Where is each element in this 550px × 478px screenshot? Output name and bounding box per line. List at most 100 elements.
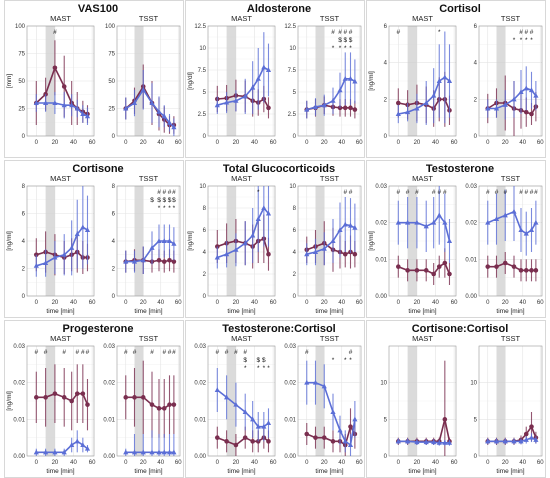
y-tick-label: 0.01 <box>103 417 115 423</box>
data-point <box>214 254 220 260</box>
significance-marker: # <box>396 29 400 36</box>
y-tick-label: 2.5 <box>198 112 207 118</box>
data-point <box>493 438 500 444</box>
stress-period-band <box>134 346 144 456</box>
y-tick-label: 10 <box>199 184 206 190</box>
data-point <box>321 435 327 440</box>
subplot-title: TSST <box>320 334 340 343</box>
panel-frame <box>4 160 184 318</box>
data-point <box>442 74 448 80</box>
significance-marker: # <box>62 349 66 356</box>
significance-marker: # <box>234 349 238 356</box>
data-point <box>342 251 348 257</box>
plot-frame <box>478 185 543 297</box>
x-tick-label: 0 <box>397 460 401 466</box>
y-tick-label: 12.5 <box>194 24 206 30</box>
data-point <box>396 100 401 106</box>
significance-marker: # <box>349 189 353 196</box>
plot-frame <box>388 185 457 297</box>
y-tick-label: 0.03 <box>284 344 296 350</box>
x-axis-label: time [min] <box>46 468 74 475</box>
significance-marker: # <box>168 189 172 196</box>
data-point <box>395 438 401 444</box>
subplot-tsst: TSST 0 25 50 75 100 0 20 40 60 <box>105 14 182 146</box>
y-tick-label: 0.01 <box>465 257 477 263</box>
significance-marker: $ <box>349 37 353 44</box>
plot-frame <box>26 25 95 137</box>
significance-marker: # <box>172 349 176 356</box>
subplot-mast: MAST 0 2 4 6 8 0 20 40 60 time [min] <box>22 174 96 315</box>
data-point <box>215 244 220 249</box>
x-tick-label: 60 <box>89 300 96 306</box>
chart-panel-2: Aldosterone [ng/dl] MAST 0 2.5 5 7.5 10 12.5 0 20 4… <box>185 0 365 158</box>
y-tick-label: 6 <box>384 24 388 30</box>
subplot-title: TSST <box>139 174 159 183</box>
data-point <box>533 437 539 442</box>
y-tick-label: 4 <box>293 250 297 256</box>
y-tick-label: 10 <box>470 381 477 387</box>
y-tick-label: 2.5 <box>288 112 297 118</box>
x-axis-label: time [min] <box>496 468 524 475</box>
data-point <box>446 238 453 243</box>
x-tick-label: 20 <box>321 460 328 466</box>
y-tick-label: 0 <box>384 134 388 140</box>
data-point <box>518 227 524 232</box>
data-point <box>224 394 230 400</box>
y-tick-label: 0.02 <box>465 221 477 227</box>
data-point <box>485 264 491 269</box>
x-tick-label: 20 <box>233 140 240 146</box>
data-point <box>321 102 327 108</box>
data-point <box>511 96 517 102</box>
x-tick-label: 40 <box>157 140 164 146</box>
data-point <box>156 449 162 455</box>
data-point <box>74 105 80 111</box>
data-point <box>261 64 267 70</box>
significance-marker: * <box>513 37 516 44</box>
x-tick-label: 40 <box>519 300 526 306</box>
data-point <box>528 87 535 93</box>
data-point <box>33 262 39 268</box>
x-tick-label: 40 <box>338 140 345 146</box>
subplot-title: MAST <box>231 174 252 183</box>
significance-marker: # <box>524 189 528 196</box>
data-point <box>436 78 442 83</box>
data-point <box>352 416 358 422</box>
panel-title: Total Glucocorticoids <box>223 163 335 175</box>
panel-title: Progesterone <box>63 323 134 335</box>
x-tick-label: 20 <box>52 460 59 466</box>
data-point <box>80 442 86 447</box>
data-point <box>396 264 401 269</box>
data-point <box>156 257 162 263</box>
significance-marker: $ <box>162 197 166 204</box>
data-point <box>442 440 448 445</box>
data-point <box>224 439 229 444</box>
x-tick-label: 0 <box>397 140 401 146</box>
x-tick-label: 20 <box>502 140 509 146</box>
y-tick-label: 0.02 <box>13 381 25 387</box>
y-tick-label: 4 <box>112 239 116 245</box>
stress-period-band <box>45 346 55 456</box>
subplot-title: TSST <box>501 14 521 23</box>
data-point <box>52 254 58 260</box>
x-tick-label: 20 <box>502 300 509 306</box>
data-point <box>250 84 256 90</box>
significance-marker: # <box>396 189 400 196</box>
significance-marker: # <box>437 189 441 196</box>
data-point <box>167 257 172 263</box>
significance-marker: * <box>158 205 161 212</box>
plot-frame <box>297 25 362 137</box>
y-axis-label: [ng/ml] <box>368 231 375 251</box>
series-triangle-line <box>306 78 356 111</box>
data-point <box>80 224 86 230</box>
data-point <box>265 420 272 425</box>
y-tick-label: 2 <box>293 272 297 278</box>
panel-title: Testosterone <box>426 163 494 175</box>
panel-title: VAS100 <box>78 3 118 15</box>
significance-marker: * <box>520 37 523 44</box>
significance-marker: $ <box>338 37 342 44</box>
panel-title: Cortisone <box>72 163 123 175</box>
data-point <box>242 93 248 99</box>
